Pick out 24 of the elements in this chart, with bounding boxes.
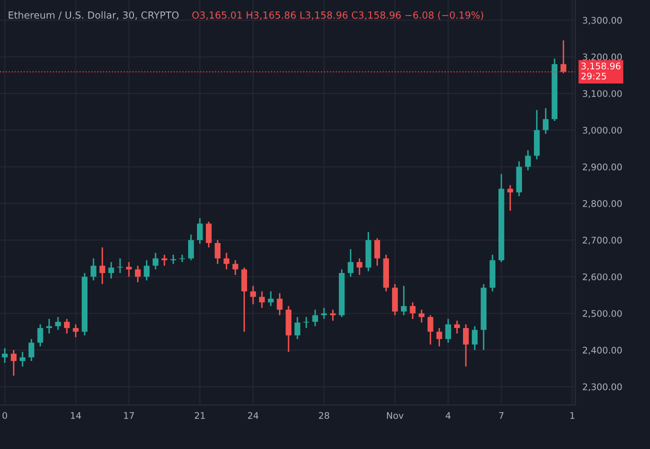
x-tick-label: 7 (499, 412, 504, 419)
y-tick-label: 2,500.00 (582, 310, 622, 318)
y-tick-label: 3,300.00 (582, 16, 622, 25)
y-tick-label: 3,100.00 (582, 90, 622, 98)
x-tick-label: 0 (2, 412, 8, 419)
y-tick-label: 3,000.00 (582, 126, 622, 135)
x-tick-label: 4 (446, 412, 451, 419)
y-tick-label: 2,300.00 (582, 383, 622, 392)
x-tick-label: Nov (387, 412, 404, 419)
text: O3,165.01 H3,165.86 L3,158.96 C3,158.96 −6.08 (−0.19%) (192, 11, 484, 20)
x-tick-label: 1 (570, 412, 574, 419)
y-tick-label: 2,600.00 (582, 273, 622, 282)
y-tick-label: 2,400.00 (582, 346, 622, 354)
y-tick-label: 2,800.00 (582, 200, 622, 208)
ref-line-label: 3,158.96 29:25 (581, 62, 620, 80)
y-tick-label: 2,900.00 (582, 163, 622, 172)
y-tick-label: 2,700.00 (582, 236, 622, 245)
x-tick-label: 24 (248, 412, 258, 419)
text: Ethereum / U.S. Dollar, 30, CRYPTO (8, 11, 179, 20)
x-tick-label: 28 (318, 412, 330, 419)
x-tick-label: 21 (194, 412, 205, 419)
y-tick-label: 3,200.00 (582, 54, 622, 62)
x-tick-label: 17 (124, 412, 134, 419)
x-tick-label: 14 (70, 412, 81, 419)
